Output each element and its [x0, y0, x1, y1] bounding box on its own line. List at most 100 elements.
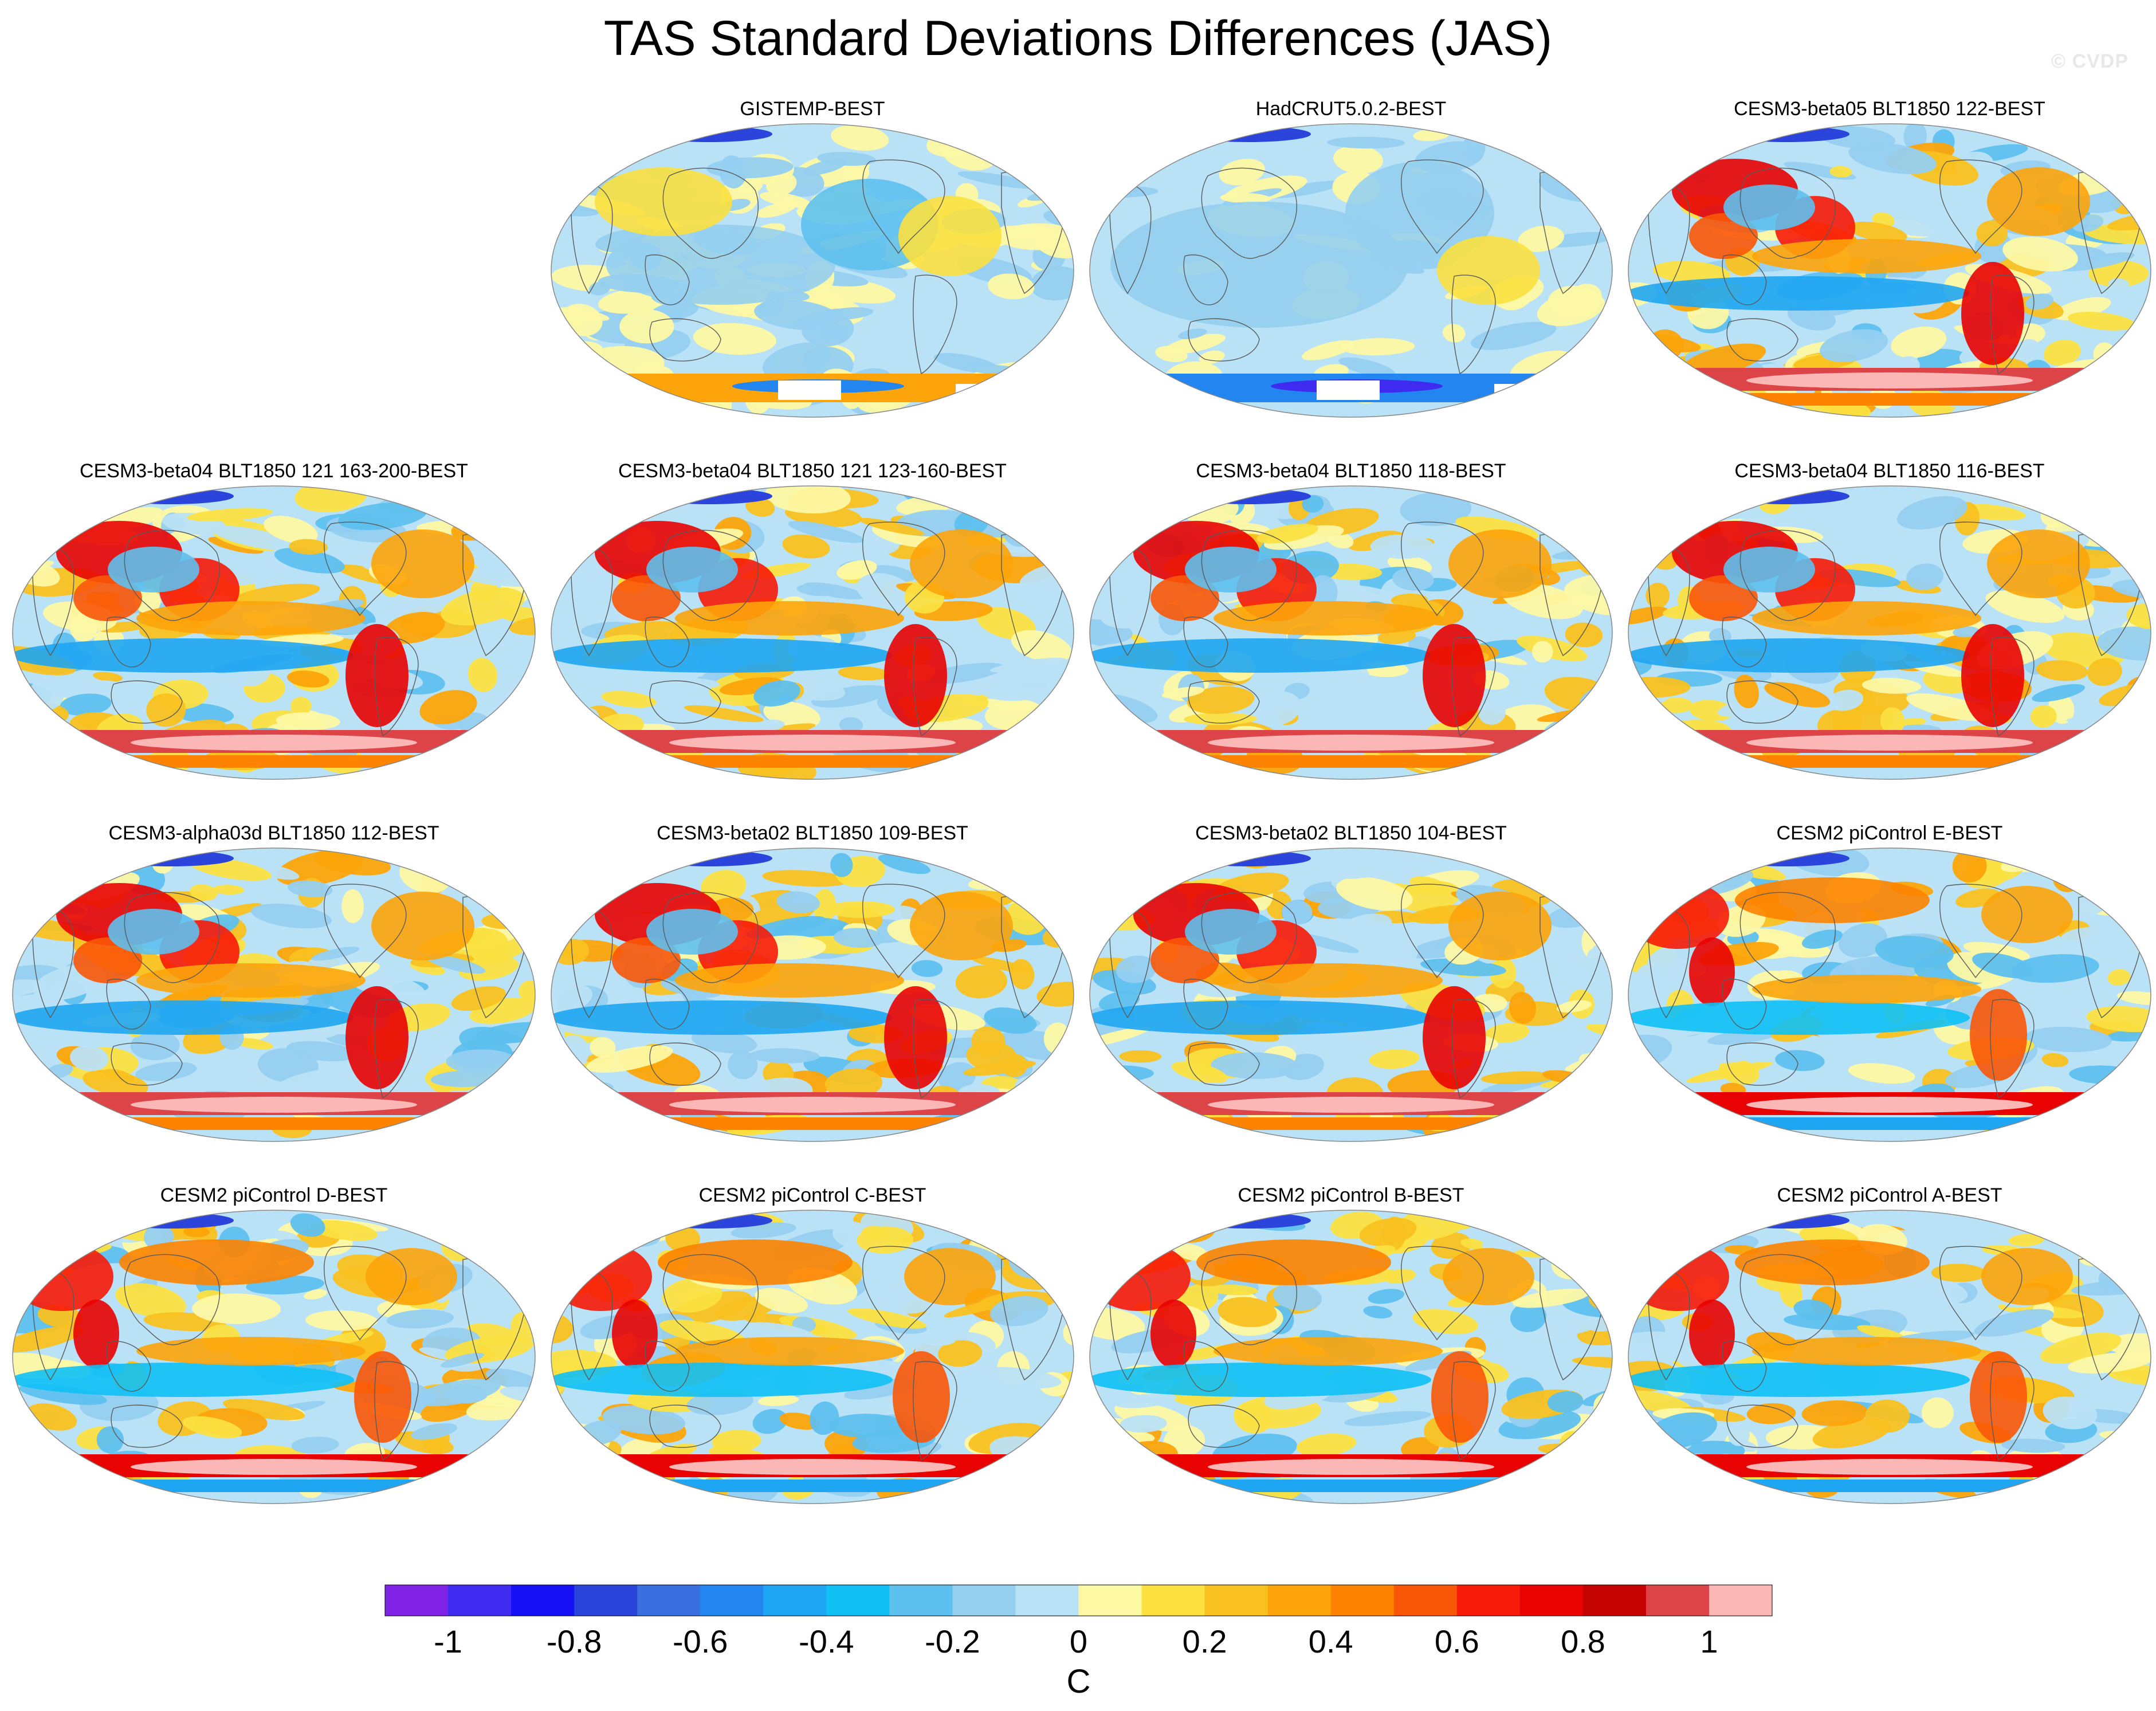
colorbar-tick-label: -0.2 [925, 1623, 980, 1659]
field-patch [1847, 221, 1907, 242]
field-patch [2011, 400, 2034, 413]
panel-title: GISTEMP-BEST [740, 98, 885, 120]
field-patch [1756, 1277, 1793, 1292]
field-patch [13, 901, 56, 913]
arctic-anomaly [646, 850, 772, 866]
field-patch [310, 1220, 378, 1241]
field-feature [1628, 1363, 1970, 1397]
field-patch [1090, 1241, 1138, 1265]
field-patch [469, 1480, 512, 1496]
field-patch [2068, 126, 2142, 153]
field-patch [1370, 534, 1435, 559]
field-patch [989, 657, 1066, 673]
coastline [862, 884, 945, 979]
field-feature [1090, 1363, 1431, 1397]
field-patch [1565, 622, 1603, 647]
coastline [1109, 546, 1152, 657]
field-patch [1508, 852, 1533, 881]
field-patch [1560, 134, 1607, 148]
field-patch [1659, 852, 1685, 885]
colorbar-swatch [637, 1585, 701, 1616]
coastline [324, 884, 407, 979]
field-patch [1829, 166, 1852, 178]
field-patch [347, 971, 426, 1000]
panel-title: CESM2 piControl D-BEST [160, 1184, 388, 1206]
missing-data [1494, 384, 1534, 399]
field-patch [2087, 658, 2122, 686]
field-patch [1040, 339, 1067, 359]
field-feature [1961, 262, 2024, 365]
field-patch [2025, 293, 2053, 310]
field-patch [1734, 674, 1759, 709]
field-patch [182, 1416, 242, 1439]
colorbar-tick-label: 0.8 [1561, 1623, 1605, 1659]
field-patch [551, 1447, 623, 1482]
field-patch [998, 223, 1074, 250]
coastline [1722, 979, 1767, 1030]
field-patch [13, 1426, 41, 1451]
southern-ocean-core [669, 735, 956, 751]
field-patch [858, 517, 925, 536]
map-outline [1089, 1210, 1613, 1504]
coastline [662, 892, 759, 983]
map-outline [1628, 847, 2151, 1142]
coastline [106, 979, 151, 1030]
field-patch [1801, 929, 1843, 949]
field-patch [839, 717, 863, 733]
coastline [645, 254, 690, 305]
field-patch [1571, 732, 1612, 753]
field-patch [1564, 1437, 1612, 1453]
coastline [1648, 184, 1690, 295]
field-patch [1344, 1411, 1431, 1426]
field-patch [250, 864, 300, 880]
field-feature [371, 529, 474, 598]
coastline [32, 908, 74, 1019]
coastline [1939, 159, 2023, 254]
colorbar-swatch [700, 1585, 764, 1616]
field-patch [1656, 1462, 1715, 1494]
field-patch [1659, 697, 1693, 713]
field-patch [847, 1308, 926, 1329]
field-patch [1338, 357, 1396, 378]
coastline [124, 1254, 220, 1345]
map-outline [1089, 847, 1613, 1142]
field-patch [2008, 1234, 2044, 1247]
field-patch [990, 1296, 1048, 1327]
field-patch [1952, 849, 1987, 883]
field-patch [1764, 682, 1831, 708]
field-patch [1565, 1082, 1612, 1102]
map-outline [1628, 485, 2151, 780]
field-patch [1628, 848, 1663, 880]
field-feature [606, 225, 835, 305]
field-patch [706, 157, 794, 179]
field-patch [1828, 689, 1864, 711]
field-patch [1208, 1284, 1258, 1296]
field-patch [1953, 626, 1980, 638]
field-patch [1628, 1446, 1656, 1467]
colorbar-swatch [385, 1585, 449, 1616]
field-patch [1119, 1050, 1162, 1063]
coastline [571, 1270, 613, 1381]
coastline [1401, 521, 1484, 617]
field-feature [108, 909, 199, 955]
coastline [1451, 999, 1496, 1099]
arctic-anomaly [646, 1212, 772, 1229]
map-outline [1628, 1210, 2151, 1504]
field-feature [1196, 1239, 1391, 1285]
field-patch [2104, 886, 2151, 910]
field-patch [1460, 1238, 1486, 1250]
field-feature [108, 547, 199, 592]
field-patch [1540, 1225, 1569, 1245]
field-patch [1095, 1109, 1176, 1139]
field-patch [1891, 326, 1947, 358]
field-patch [413, 1379, 501, 1407]
coastline [374, 1361, 419, 1461]
field-patch [458, 1113, 519, 1130]
field-feature [1735, 1239, 1930, 1285]
field-feature [1214, 601, 1443, 635]
coastline [1726, 680, 1798, 724]
coastline [1648, 546, 1690, 657]
coastline [32, 546, 74, 657]
field-patch [411, 1423, 457, 1440]
field-patch [762, 870, 850, 887]
